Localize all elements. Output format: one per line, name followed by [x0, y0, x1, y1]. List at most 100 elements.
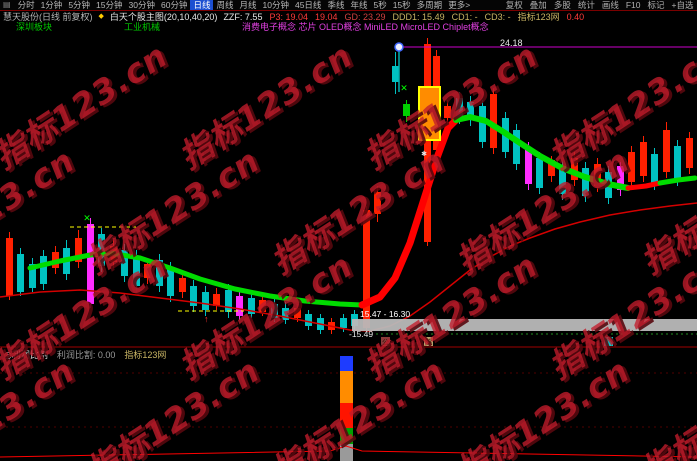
- candle-body: [190, 286, 197, 306]
- title-bar: 慧天股份(日线 前复权) ◆ 白天个股主图(20,10,40,20) ZZF: …: [0, 12, 697, 22]
- sub-column-segment: [340, 356, 353, 371]
- candle-body: [213, 294, 220, 306]
- peak-dot-marker: [394, 42, 404, 52]
- indicator-value-4: DDD1: 15.49: [392, 12, 445, 22]
- sub-indicator-label: ◎利润比割 利润比割: 0.00 指标123网: [4, 350, 166, 360]
- x-signal-icon: ✕: [83, 213, 91, 223]
- period-tab-30分钟[interactable]: 30分钟: [128, 0, 155, 10]
- candle-body: [490, 94, 497, 148]
- candle-body: [271, 304, 278, 318]
- period-tab-1分钟[interactable]: 1分钟: [40, 0, 63, 10]
- sub-indicator-watermark: 指标123网: [124, 350, 167, 360]
- stock-title[interactable]: 慧天股份(日线 前复权): [3, 12, 93, 22]
- candle-body: [259, 300, 266, 312]
- sub-indicator-name[interactable]: ◎利润比割: [4, 350, 48, 360]
- window-menu-icon[interactable]: ▤: [3, 0, 11, 9]
- candle-body: [167, 268, 174, 296]
- candle-body: [248, 298, 255, 314]
- high-price-label: 24.18: [500, 38, 523, 48]
- concept-tags[interactable]: 消费电子概念 芯片 OLED概念 MiniLED MicroLED Chiple…: [242, 22, 489, 32]
- candle-body: [392, 66, 399, 82]
- indicator-value-6: CD3: -: [484, 12, 511, 22]
- candle-body: [144, 264, 151, 278]
- main-indicator-name[interactable]: 白天个股主图(20,10,40,20): [109, 12, 218, 22]
- candle-body: [236, 296, 243, 316]
- candle-body: [17, 254, 24, 292]
- candle-body: [525, 148, 532, 184]
- period-toolbar: ▤ 分时 1分钟 5分钟 15分钟 30分钟 60分钟 日线 周线 月线 10分钟 45日线 季线 年线…: [0, 0, 697, 11]
- x-signal-icon: ✕: [400, 83, 408, 93]
- candle-body: [179, 278, 186, 292]
- candle-body: [663, 130, 670, 172]
- candle-body: [363, 210, 370, 328]
- period-tab-5分钟[interactable]: 5分钟: [68, 0, 91, 10]
- tool-list: 复权 叠加 多股 统计 画线 F10 标记 +自选: [502, 0, 697, 10]
- candle-body: [29, 264, 36, 288]
- candle-body: [651, 154, 658, 184]
- tool-button-多股[interactable]: 多股: [553, 0, 571, 10]
- period-tab-5秒[interactable]: 5秒: [373, 0, 387, 10]
- candle-body: [305, 314, 312, 326]
- period-tab-周线[interactable]: 周线: [216, 0, 234, 10]
- period-tab-分时[interactable]: 分时: [17, 0, 35, 10]
- candle-body: [403, 104, 410, 116]
- candle-body: [282, 308, 289, 320]
- band-range-label: 15.47 - 16.30: [360, 309, 410, 319]
- sub-column-segment: [340, 444, 353, 461]
- period-tab-年线[interactable]: 年线: [350, 0, 368, 10]
- board-tag-1[interactable]: 深圳板块: [16, 22, 53, 32]
- period-tab-季线[interactable]: 季线: [327, 0, 345, 10]
- period-tab-60分钟[interactable]: 60分钟: [160, 0, 188, 10]
- candle-body: [87, 224, 94, 304]
- candle-body: [121, 250, 128, 276]
- candle-body: [479, 106, 486, 142]
- tool-button-统计[interactable]: 统计: [577, 0, 595, 10]
- period-tab-15秒[interactable]: 15秒: [392, 0, 411, 10]
- period-tab-10分钟[interactable]: 10分钟: [262, 0, 289, 10]
- sub-column-segment: [340, 371, 353, 403]
- ma-ribbon-segment: [453, 114, 631, 191]
- candle-body: [582, 168, 589, 196]
- event-marker-box: [604, 337, 613, 346]
- candle-body: [340, 318, 347, 328]
- candle-body: [513, 130, 520, 164]
- indicator-marker-icon: ◆: [98, 13, 104, 20]
- sub-signal-line: [0, 445, 697, 458]
- candle-body: [156, 260, 163, 286]
- tool-button-复权[interactable]: 复权: [505, 0, 523, 10]
- tool-button-F10[interactable]: F10: [625, 0, 641, 10]
- candle-body: [424, 44, 431, 242]
- ma-ribbon-segment: [657, 175, 697, 186]
- tool-button-画线[interactable]: 画线: [601, 0, 619, 10]
- candle-body: [674, 146, 681, 180]
- candle-body: [628, 152, 635, 182]
- candle-body: [294, 308, 301, 318]
- tool-button-标记[interactable]: 标记: [647, 0, 665, 10]
- candle-body: [536, 158, 543, 188]
- indicator-values: ZZF: 7.55 P3: 19.04 19.04 GD: 23.29 DDD1: 15…: [223, 12, 584, 22]
- ma-line-thin: [0, 202, 697, 332]
- indicator-value-1: P3: 19.04: [269, 12, 308, 22]
- candle-body: [75, 238, 82, 262]
- period-tab-15分钟[interactable]: 15分钟: [96, 0, 123, 10]
- period-tab-45日线[interactable]: 45日线: [294, 0, 322, 10]
- period-tab-更多>[interactable]: 更多>: [448, 0, 471, 10]
- event-marker-char: 除: [425, 338, 432, 347]
- event-marker-box: [424, 337, 433, 346]
- tool-button-叠加[interactable]: 叠加: [529, 0, 547, 10]
- indicator-value-8: 0.40: [566, 12, 585, 22]
- candle-body: [559, 166, 566, 194]
- board-tag-2[interactable]: 工业机械: [124, 22, 161, 32]
- sector-bar: 深圳板块 工业机械 消费电子概念 芯片 OLED概念 MiniLED Micro…: [0, 22, 697, 32]
- candle-body: [617, 166, 624, 190]
- event-marker-box: [381, 337, 390, 346]
- candle-body: [202, 292, 209, 310]
- period-tab-日线[interactable]: 日线: [190, 0, 214, 10]
- ma-ribbon-segment: [625, 180, 663, 191]
- sub-column-segment: [340, 428, 353, 444]
- period-tab-月线[interactable]: 月线: [239, 0, 257, 10]
- tool-button-+自选[interactable]: +自选: [671, 0, 694, 10]
- period-tab-多周期[interactable]: 多周期: [416, 0, 443, 10]
